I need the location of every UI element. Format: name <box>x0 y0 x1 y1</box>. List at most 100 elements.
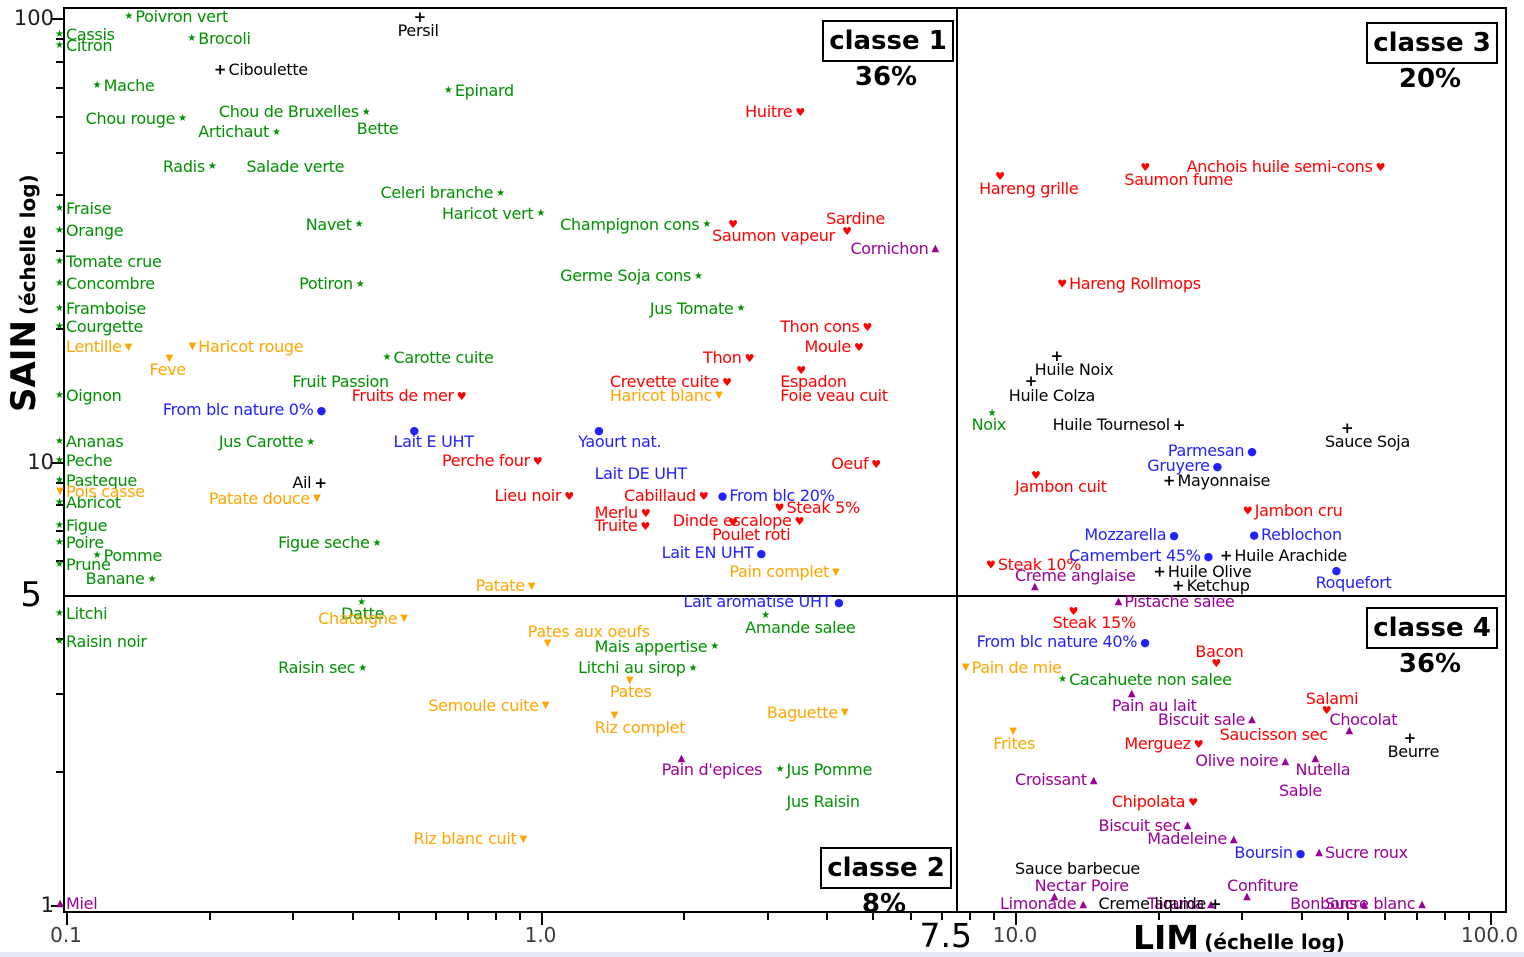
data-point: Chipolata ♥ <box>1111 791 1199 811</box>
point-label: Pain de mie <box>971 658 1062 678</box>
x-minor-tick <box>1415 913 1418 920</box>
point-label: Ketchup <box>1186 576 1250 596</box>
star-marker-icon: ★ <box>355 278 365 290</box>
circle-marker-icon: ● <box>594 423 604 437</box>
x-tick-label: 0.1 <box>50 923 82 947</box>
point-label: Abricot <box>66 493 121 513</box>
data-point: Madeleine ▲ <box>1147 831 1237 847</box>
triangle-up-marker-icon: ▲ <box>1031 581 1039 593</box>
data-point: Creme liquide + <box>1099 896 1222 912</box>
point-label: Hareng Rollmops <box>1069 274 1201 294</box>
data-point: Huile Colza + <box>1009 374 1096 404</box>
triangle-up-marker-icon: ▲ <box>1315 847 1323 859</box>
data-point: ★ Mache <box>93 77 155 94</box>
point-label: Chipolata <box>1111 791 1186 811</box>
point-label: Lentille <box>66 337 122 357</box>
data-point: Mozzarella ● <box>1084 526 1179 543</box>
point-label: Noix <box>971 415 1007 435</box>
data-point: Truite ♥ <box>595 518 651 535</box>
data-point: + Huile Arachide <box>1220 547 1347 564</box>
data-point: Merlu ♥ <box>595 505 651 522</box>
point-label: Moule <box>804 337 851 357</box>
point-label: Huile Noix <box>1034 360 1114 380</box>
point-label: Lait aromatise UHT <box>683 592 832 612</box>
point-label: Sardine <box>826 209 885 229</box>
star-marker-icon: ★ <box>372 538 382 550</box>
point-label: Pates aux oeufs <box>527 622 650 642</box>
point-label: Steak 5% <box>786 498 861 518</box>
plus-marker-icon: + <box>1050 346 1064 365</box>
star-marker-icon: ★ <box>358 662 368 674</box>
class-boundary-horizontal <box>63 595 1507 597</box>
data-point: Salade verte <box>246 158 344 175</box>
heart-marker-icon: ♥ <box>1321 704 1332 718</box>
star-marker-icon: ★ <box>55 474 64 486</box>
star-marker-icon: ★ <box>187 33 197 45</box>
point-label: Semoule cuite <box>428 695 539 715</box>
x-minor-tick <box>1241 913 1244 920</box>
star-marker-icon: ★ <box>710 641 720 653</box>
triangle-down-marker-icon: ▼ <box>519 833 528 845</box>
heart-marker-icon: ♥ <box>532 454 543 468</box>
point-label: Tarama <box>1147 894 1205 914</box>
star-marker-icon: ★ <box>1058 674 1068 686</box>
data-point: Sucre blanc ▲ <box>1325 896 1426 912</box>
x-minor-tick <box>872 913 875 920</box>
x-minor-tick <box>1443 913 1446 920</box>
star-marker-icon: ★ <box>761 610 771 622</box>
data-point: Lait aromatise UHT ● <box>683 594 843 610</box>
triangle-down-marker-icon: ▼ <box>625 675 634 687</box>
data-point: ★ Framboise <box>55 300 146 317</box>
x-minor-tick <box>969 913 972 920</box>
triangle-down-marker-icon: ▼ <box>832 566 840 578</box>
plus-marker-icon: + <box>1153 562 1166 581</box>
point-label: Boursin <box>1234 843 1293 863</box>
data-point: Noix ★ <box>971 409 1007 435</box>
point-label: Merguez <box>1124 733 1191 753</box>
y-boundary-tick-label: 5 <box>20 575 42 615</box>
class-label-box: classe 1 <box>822 20 954 62</box>
point-label: Huile Olive <box>1167 562 1252 582</box>
y-axis-title: SAIN (échelle log) <box>4 174 44 412</box>
point-label: Steak 15% <box>1052 613 1137 633</box>
data-point: Limonade ▲ <box>1000 896 1087 912</box>
point-label: Saucisson sec <box>1219 725 1328 745</box>
data-point: Parmesan ● <box>1168 443 1257 459</box>
point-label: Creme anglaise <box>1015 565 1136 585</box>
point-label: Salami <box>1305 689 1359 709</box>
data-point: Sardine ♥ <box>826 209 885 237</box>
point-label: Haricot blanc <box>609 385 713 405</box>
point-label: Limonade <box>1000 894 1077 914</box>
x-tick-label: 1.0 <box>524 923 557 947</box>
point-label: Jus Pomme <box>786 760 873 780</box>
plus-marker-icon: + <box>1172 416 1186 435</box>
y-axis-title-text: SAIN <box>4 320 44 412</box>
point-label: Miel <box>66 894 98 914</box>
star-marker-icon: ★ <box>361 106 371 118</box>
data-point: Datte ★ <box>341 598 384 622</box>
point-label: Gruyere <box>1147 456 1210 476</box>
point-label: Oeuf <box>831 454 869 474</box>
data-point: Beurre + <box>1388 730 1440 760</box>
data-point: ★ Citron <box>55 38 113 54</box>
triangle-up-marker-icon: ▲ <box>1183 820 1192 832</box>
y-minor-tick <box>56 151 63 154</box>
data-point: Navet ★ <box>306 216 364 233</box>
point-label: Courgette <box>66 317 144 337</box>
circle-marker-icon: ● <box>1212 460 1223 474</box>
x-minor-tick <box>292 913 295 920</box>
point-label: Pain d'epices <box>661 760 763 780</box>
star-marker-icon: ★ <box>55 537 64 549</box>
data-point: Cornichon ▲ <box>850 241 939 257</box>
data-point: Thon cons ♥ <box>780 319 872 335</box>
triangle-up-marker-icon: ▲ <box>1248 714 1256 726</box>
point-label: Jus Raisin <box>786 791 861 811</box>
class-label-box: classe 4 <box>1366 607 1498 649</box>
data-point: ★ Cacahuete non salee <box>1058 672 1232 688</box>
triangle-down-marker-icon: ▼ <box>961 662 970 674</box>
x-minor-tick <box>993 913 996 920</box>
heart-marker-icon: ♥ <box>1188 795 1199 809</box>
triangle-up-marker-icon: ▲ <box>1050 891 1059 903</box>
point-label: Peche <box>66 450 113 470</box>
heart-marker-icon: ♥ <box>728 516 738 530</box>
